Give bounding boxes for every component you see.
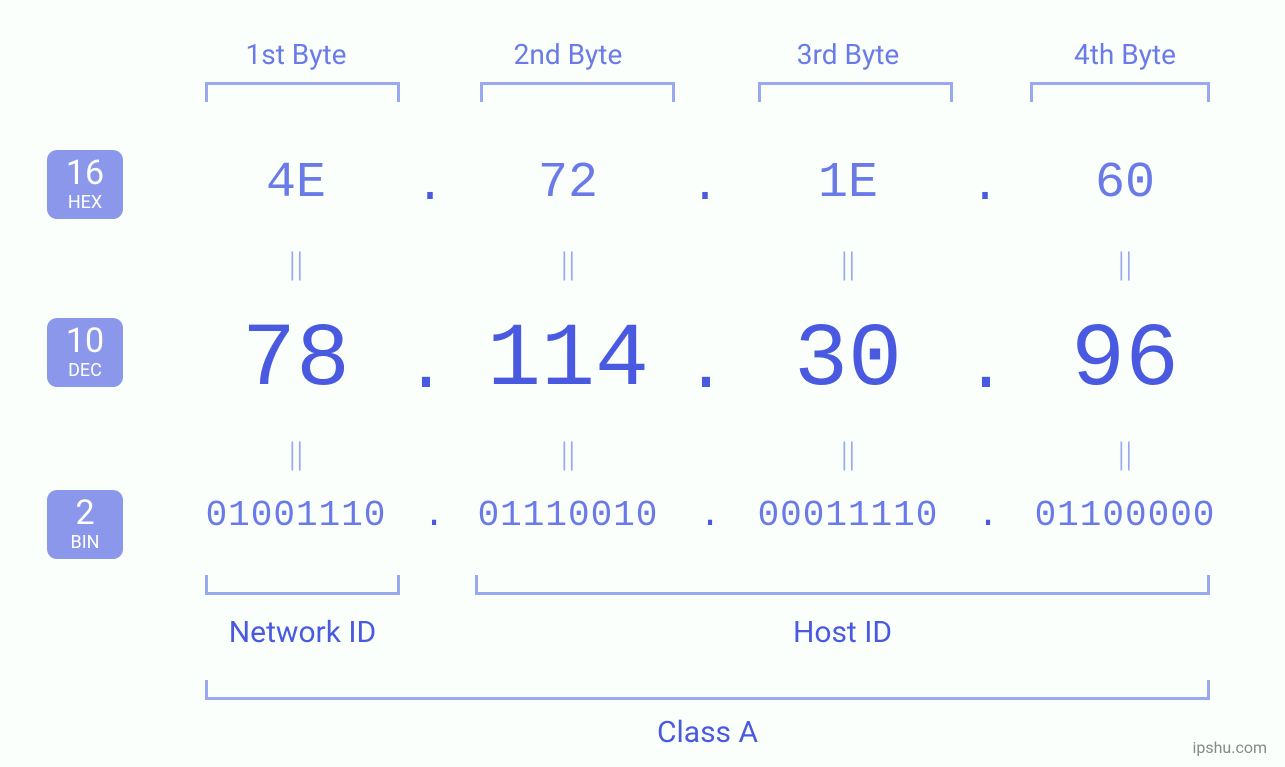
- hex-2: 1E: [743, 155, 953, 212]
- bin-2: 00011110: [738, 495, 958, 536]
- hex-1: 72: [463, 155, 673, 212]
- bracket-top-0: [205, 82, 400, 102]
- bracket-top-2: [758, 82, 953, 102]
- dec-1: 114: [463, 310, 673, 412]
- network-id-label: Network ID: [205, 615, 400, 650]
- bracket-top-3: [1030, 82, 1210, 102]
- badge-dec: 10 DEC: [47, 318, 123, 387]
- bracket-class: [205, 680, 1210, 700]
- hex-dot-2: .: [965, 160, 1005, 214]
- bracket-network: [205, 575, 400, 595]
- eq-bot-1: ||: [463, 435, 673, 475]
- byte-label-1: 2nd Byte: [463, 38, 673, 71]
- bin-dot-1: .: [690, 495, 730, 536]
- hex-dot-0: .: [410, 160, 450, 214]
- dec-dot-1: .: [685, 330, 725, 409]
- eq-bot-2: ||: [743, 435, 953, 475]
- hex-0: 4E: [191, 155, 401, 212]
- badge-dec-num: 10: [66, 324, 104, 358]
- eq-top-0: ||: [191, 245, 401, 285]
- dec-3: 96: [1020, 310, 1230, 412]
- badge-bin-num: 2: [75, 496, 94, 530]
- bin-0: 01001110: [186, 495, 406, 536]
- byte-label-0: 1st Byte: [191, 38, 401, 71]
- eq-top-1: ||: [463, 245, 673, 285]
- dec-0: 78: [191, 310, 401, 412]
- byte-label-3: 4th Byte: [1020, 38, 1230, 71]
- hex-dot-1: .: [685, 160, 725, 214]
- bin-dot-0: .: [414, 495, 454, 536]
- eq-top-3: ||: [1020, 245, 1230, 285]
- bracket-host: [475, 575, 1210, 595]
- bin-1: 01110010: [458, 495, 678, 536]
- badge-bin-lbl: BIN: [71, 532, 100, 553]
- eq-bot-3: ||: [1020, 435, 1230, 475]
- bin-dot-2: .: [968, 495, 1008, 536]
- hex-3: 60: [1020, 155, 1230, 212]
- badge-hex: 16 HEX: [47, 150, 123, 219]
- class-label: Class A: [205, 715, 1210, 750]
- watermark: ipshu.com: [1192, 738, 1267, 757]
- dec-dot-2: .: [965, 330, 1005, 409]
- eq-top-2: ||: [743, 245, 953, 285]
- host-id-label: Host ID: [475, 615, 1210, 650]
- badge-hex-lbl: HEX: [68, 192, 102, 213]
- bracket-top-1: [480, 82, 675, 102]
- badge-bin: 2 BIN: [47, 490, 123, 559]
- badge-dec-lbl: DEC: [68, 360, 102, 381]
- dec-2: 30: [743, 310, 953, 412]
- eq-bot-0: ||: [191, 435, 401, 475]
- badge-hex-num: 16: [66, 156, 104, 190]
- bin-3: 01100000: [1015, 495, 1235, 536]
- byte-label-2: 3rd Byte: [743, 38, 953, 71]
- dec-dot-0: .: [405, 330, 445, 409]
